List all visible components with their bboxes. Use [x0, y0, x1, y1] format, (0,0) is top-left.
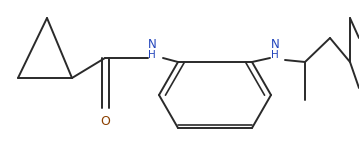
Text: H: H [271, 50, 279, 60]
Text: H: H [148, 50, 156, 60]
Text: N: N [148, 38, 157, 51]
Text: O: O [100, 115, 110, 128]
Text: N: N [271, 38, 279, 51]
